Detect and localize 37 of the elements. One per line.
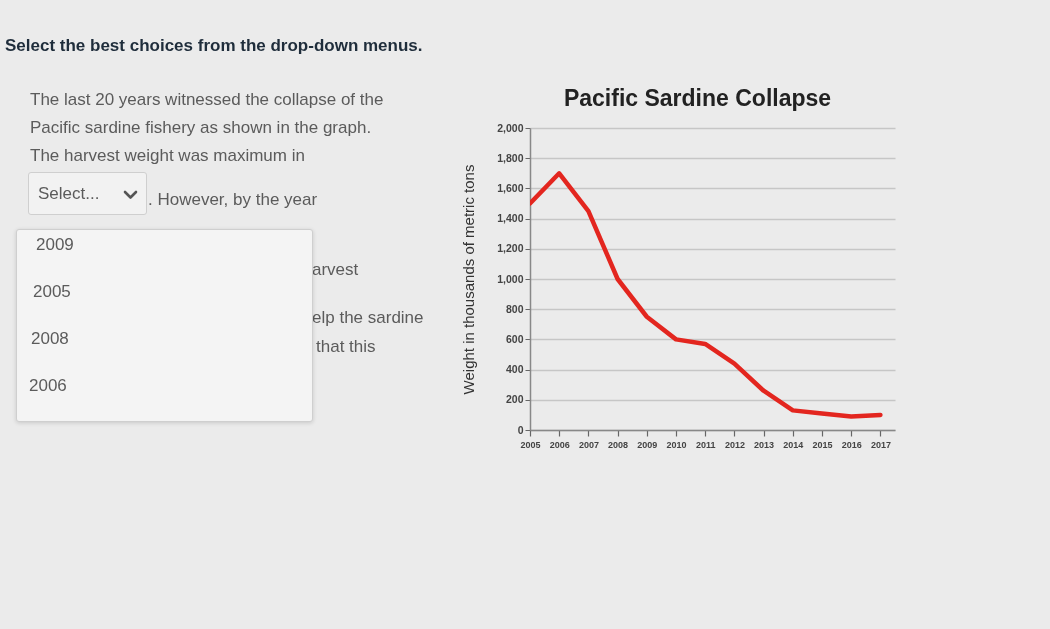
x-tick-label: 2008 [608,439,629,450]
x-tick-label: 2014 [783,439,804,450]
y-tick-label: 2,000 [497,121,524,134]
text: arvest [312,260,359,280]
text: The last 20 years witnessed the collapse of the [30,90,384,110]
y-axis-title: Weight in thousands of metric tons [460,164,478,395]
y-tick-label: 600 [505,332,524,345]
y-tick-label: 1,000 [497,272,524,285]
x-tick-label: 2016 [841,439,862,450]
chart-title: Pacific Sardine Collapse [563,85,832,111]
y-tick-label: 1,600 [497,181,524,194]
y-tick-label: 0 [517,423,524,436]
y-tick-label: 1,400 [497,212,524,225]
x-tick-label: 2011 [695,439,716,450]
x-tick-label: 2006 [549,439,570,450]
x-tick-label: 2013 [754,439,775,450]
text: Pacific sardine fishery as shown in the graph. [30,118,372,138]
line-series [530,171,883,419]
text: that this [316,337,376,357]
text: The harvest weight was maximum in [30,146,305,166]
text: Select the best choices from the drop-down menus. [5,36,423,56]
y-tick-label: 1,800 [497,151,524,164]
x-tick-label: 2009 [637,439,658,450]
y-tick-label: 1,200 [497,242,524,255]
x-tick-label: 2012 [724,439,745,450]
text: . However, by the year [148,190,318,210]
x-tick-label: 2015 [812,439,833,450]
x-tick-label: 2005 [520,439,541,450]
dropdown-box: Select... [28,172,147,215]
x-tick-label: 2007 [578,439,599,450]
y-tick-label: 400 [505,363,524,376]
y-tick-label: 800 [505,302,524,315]
x-tick-label: 2010 [666,439,687,450]
text: elp the sardine [312,308,424,328]
dropdown-menu: 2009 2005 2008 2006 [16,229,313,422]
y-tick-label: 200 [505,393,524,406]
x-tick-label: 2017 [870,439,891,450]
